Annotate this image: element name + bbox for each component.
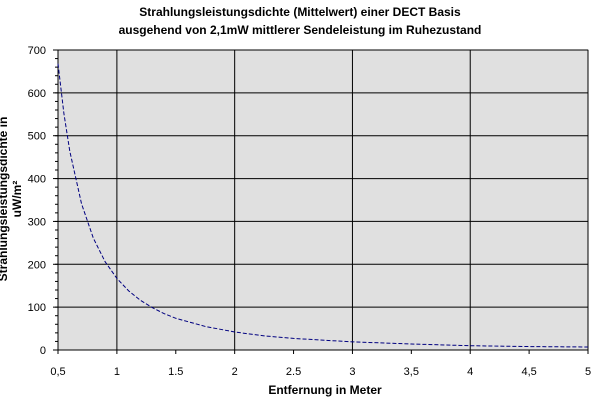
series-line [57, 63, 589, 348]
y-tick-label: 100 [28, 302, 46, 314]
plot-area [57, 49, 589, 351]
x-tick-label: 3 [349, 366, 355, 378]
y-tick-label: 500 [28, 131, 46, 143]
x-axis-label: Entfernung in Meter [268, 383, 382, 397]
x-tick-label: 2.5 [286, 366, 301, 378]
grid [57, 49, 589, 351]
y-tick-label: 300 [28, 216, 46, 228]
x-tick-label: 1.5 [168, 366, 183, 378]
x-axis-ticks: 0,5 1 1.5 2 2.5 3 3,5 4 4,5 5 [50, 350, 591, 378]
x-tick-label: 1 [114, 366, 120, 378]
y-tick-label: 200 [28, 259, 46, 271]
x-tick-label: 2 [232, 366, 238, 378]
x-tick-label: 4 [467, 366, 473, 378]
x-tick-label: 5 [585, 366, 591, 378]
y-tick-label: 400 [28, 174, 46, 186]
y-axis-ticks: 0 100 200 300 400 500 600 700 [28, 45, 58, 357]
x-tick-label: 3,5 [404, 366, 419, 378]
chart-subtitle: ausgehend von 2,1mW mittlerer Sendeleist… [118, 23, 482, 37]
y-tick-label: 600 [28, 88, 46, 100]
x-tick-label: 0,5 [50, 366, 65, 378]
y-tick-label: 0 [40, 345, 46, 357]
y-axis-label: Strahlungsleistungsdichte in uW/m² [0, 116, 24, 282]
chart-title: Strahlungsleistungsdichte (Mittelwert) e… [139, 5, 461, 19]
x-tick-label: 4,5 [521, 366, 536, 378]
y-tick-label: 700 [28, 45, 46, 57]
